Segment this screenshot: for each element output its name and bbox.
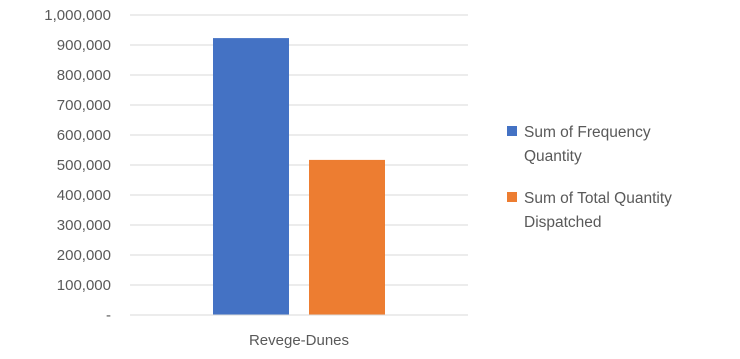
x-axis: Revege-Dunes (130, 314, 468, 349)
y-axis-tick-labels: - 100,000 200,000 300,000 400,000 500,000 600,… (44, 7, 111, 324)
legend: Sum of Frequency Quantity Sum of Total Qua… (507, 124, 672, 231)
legend-label-line: Dispatched (524, 214, 602, 231)
bar-frequency-quantity (213, 38, 289, 315)
legend-entry: Sum of Frequency Quantity (507, 124, 651, 165)
y-tick-label: 100,000 (57, 277, 111, 294)
legend-swatch (507, 126, 517, 136)
bar-total-quantity-dispatched (309, 159, 385, 315)
y-tick-label: 600,000 (57, 127, 111, 144)
y-tick-label: 200,000 (57, 247, 111, 264)
legend-entry: Sum of Total Quantity Dispatched (507, 190, 672, 231)
y-tick-label: 700,000 (57, 97, 111, 114)
legend-label-line: Quantity (524, 148, 582, 165)
y-tick-label: 500,000 (57, 157, 111, 174)
y-tick-label: 300,000 (57, 217, 111, 234)
gridlines (130, 14, 468, 286)
y-tick-label: 800,000 (57, 67, 111, 84)
bars (213, 38, 385, 315)
y-tick-label: 400,000 (57, 187, 111, 204)
y-tick-label: 1,000,000 (44, 7, 111, 24)
legend-label-line: Sum of Frequency (524, 124, 651, 141)
legend-swatch (507, 192, 517, 202)
x-category-label: Revege-Dunes (249, 332, 349, 349)
y-tick-label: - (106, 307, 111, 324)
legend-label-line: Sum of Total Quantity (524, 190, 672, 207)
y-tick-label: 900,000 (57, 37, 111, 54)
